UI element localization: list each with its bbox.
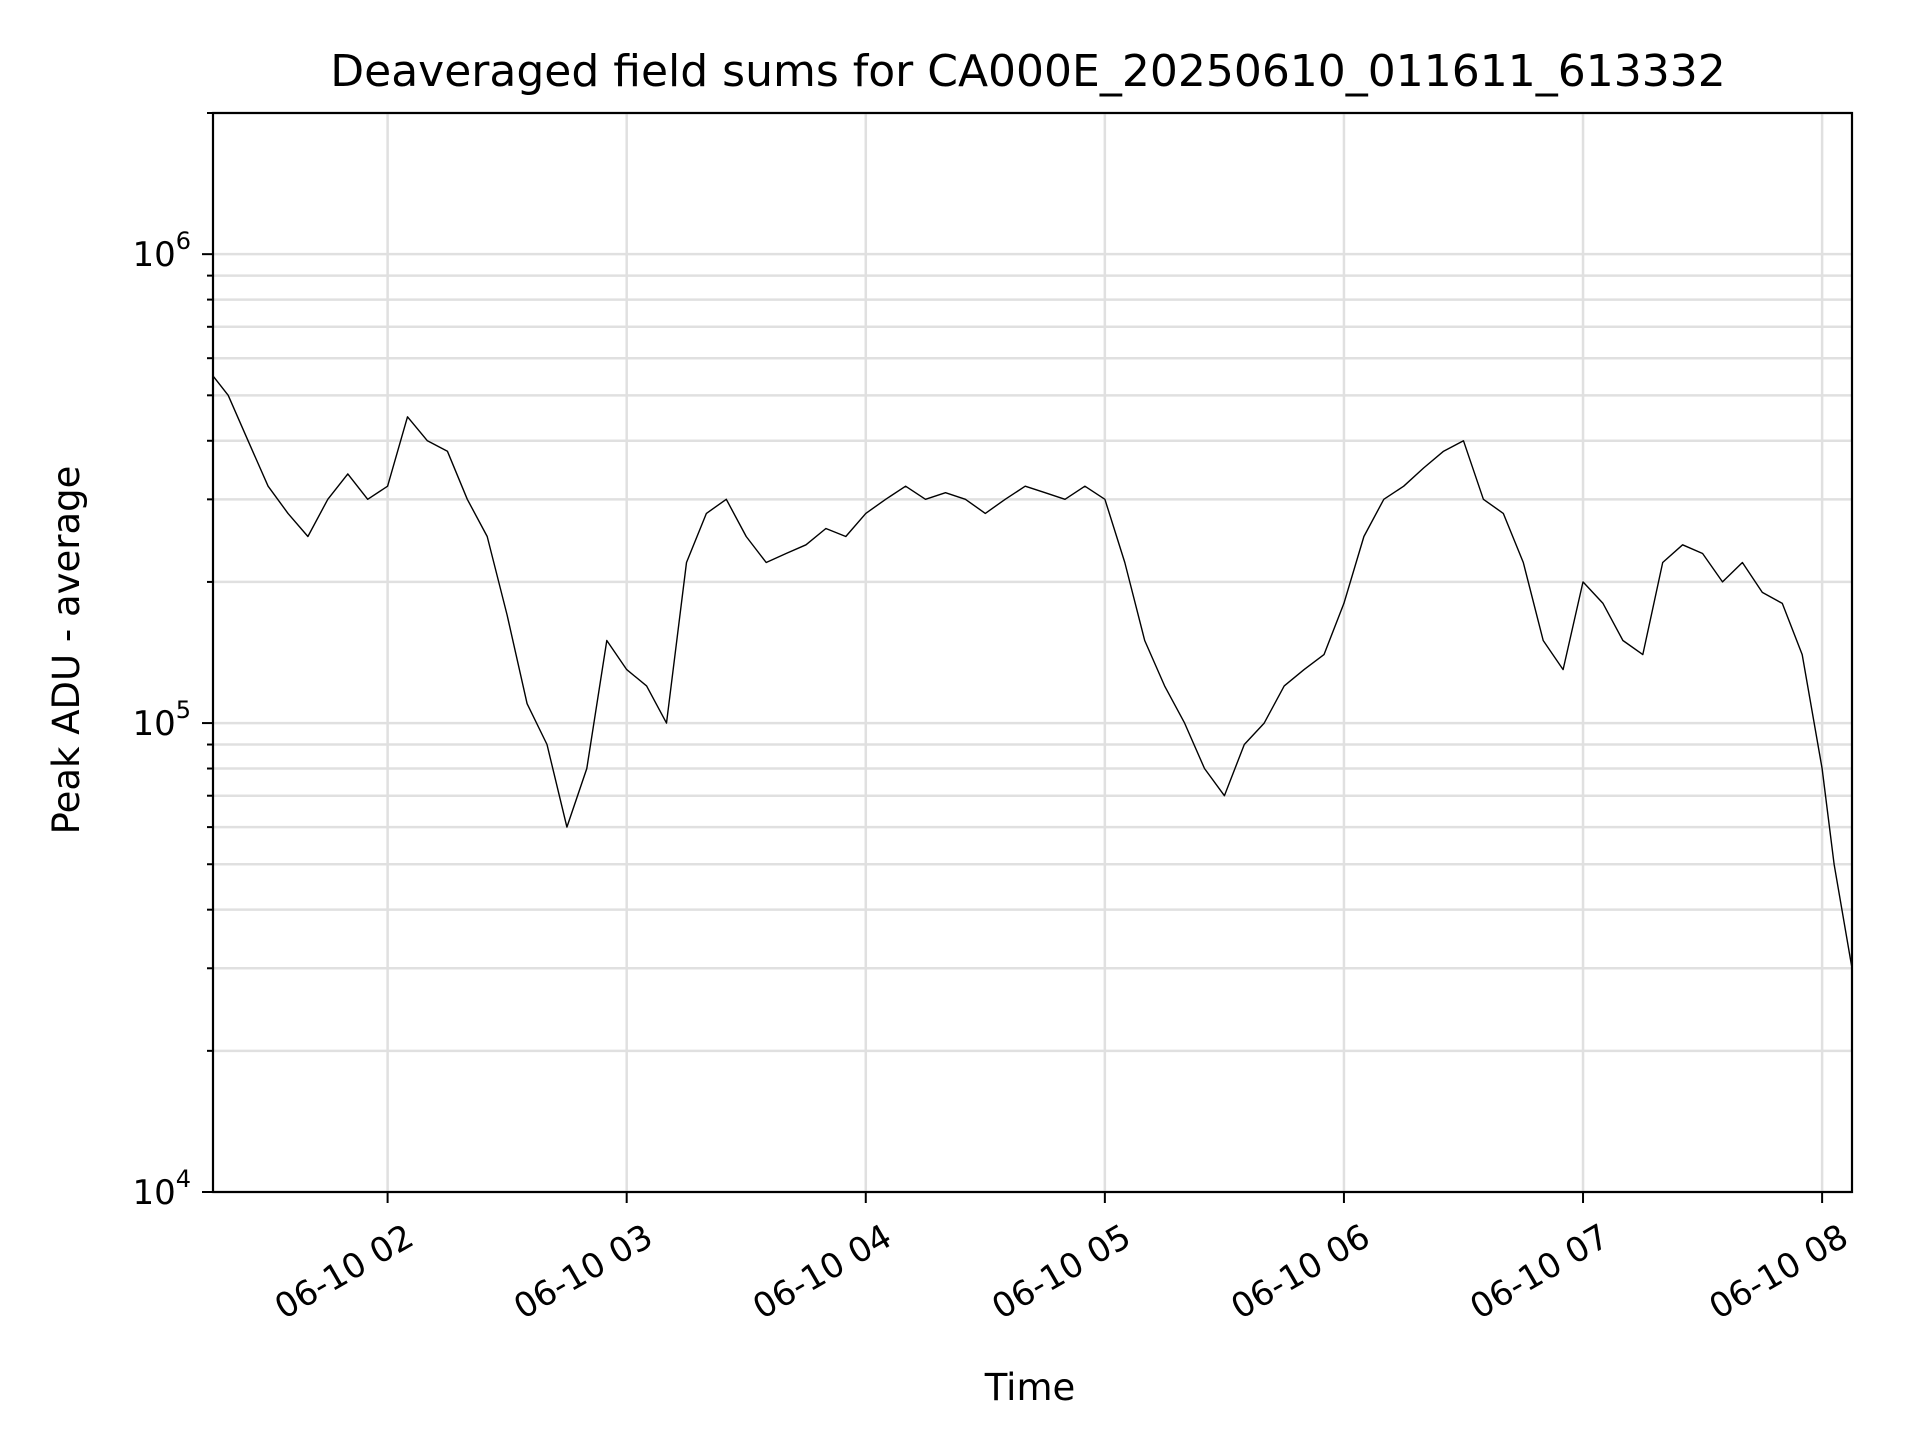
y-tick-label: 105 [132, 696, 191, 744]
y-axis-label: Peak ADU - average [45, 466, 88, 835]
chart-title: Deaveraged field sums for CA000E_2025061… [330, 46, 1725, 97]
series-line [212, 375, 1853, 969]
plot-frame [211, 111, 1854, 1194]
y-tick-label: 106 [132, 227, 191, 275]
series-layer [212, 375, 1853, 969]
y-axis: 104 105 106 [132, 112, 213, 1213]
x-axis-label: Time [984, 1366, 1076, 1409]
y-tick-label: 104 [132, 1165, 191, 1213]
